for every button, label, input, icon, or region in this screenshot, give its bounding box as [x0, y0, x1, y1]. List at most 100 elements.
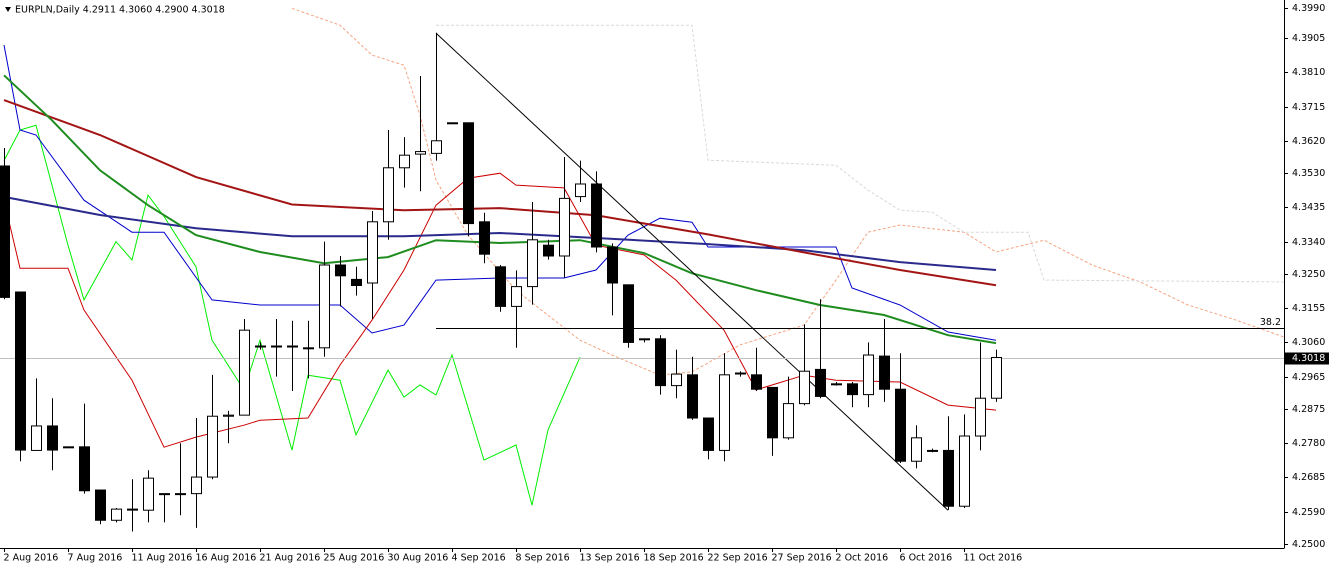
candle-body: [63, 446, 74, 449]
candle-body: [287, 345, 298, 348]
y-tick-label: 4.2780: [1292, 438, 1325, 449]
candle-body: [559, 197, 570, 257]
last-price-label: 4.3018: [1292, 353, 1325, 364]
fib-level-label: 38.2: [1260, 317, 1281, 328]
x-tick-label: 6 Oct 2016: [900, 553, 953, 564]
x-tick-label: 22 Sep 2016: [708, 553, 768, 564]
x-tick-label: 8 Sep 2016: [516, 553, 570, 564]
x-tick-label: 2 Oct 2016: [836, 553, 889, 564]
y-tick-label: 4.3715: [1292, 102, 1325, 113]
y-tick-label: 4.3990: [1292, 3, 1325, 14]
y-tick-label: 4.3620: [1292, 136, 1325, 147]
candle-body: [79, 446, 90, 492]
y-tick-label: 4.3530: [1292, 168, 1325, 179]
candle-body: [95, 489, 106, 521]
candle-body: [815, 368, 826, 397]
candle-body: [735, 372, 746, 375]
x-tick-label: 25 Aug 2016: [324, 553, 385, 564]
candle-body: [799, 370, 810, 405]
x-tick-label: 4 Sep 2016: [452, 553, 506, 564]
candle-body: [831, 383, 842, 386]
x-tick-label: 21 Aug 2016: [260, 553, 321, 564]
plot-area: [0, 7, 1285, 532]
candle-body: [927, 449, 938, 452]
candle-body: [351, 278, 362, 287]
candle-body: [127, 508, 138, 511]
indicator-line: [3, 74, 997, 345]
candle-body: [847, 383, 858, 396]
candle-body: [703, 417, 714, 451]
candle-body: [991, 357, 1002, 399]
candle-body: [303, 347, 314, 350]
indicator-line: [3, 124, 581, 506]
x-tick-label: 11 Aug 2016: [132, 553, 193, 564]
candle-body: [911, 437, 922, 462]
candle-body: [271, 345, 282, 348]
candle-body: [143, 477, 154, 511]
y-tick-label: 4.2875: [1292, 404, 1325, 415]
candle-body: [719, 374, 730, 451]
y-tick-label: 4.2590: [1292, 507, 1325, 518]
y-tick-label: 4.3155: [1292, 303, 1325, 314]
candle-body: [0, 165, 10, 298]
candle-body: [623, 284, 634, 343]
candle-body: [463, 122, 474, 225]
candle-body: [31, 425, 42, 451]
y-tick-label: 4.3250: [1292, 269, 1325, 280]
x-tick-label: 30 Aug 2016: [388, 553, 449, 564]
candle-body: [671, 373, 682, 387]
indicator-line: [3, 99, 997, 287]
indicator-line: [436, 24, 1285, 283]
candle-body: [943, 449, 954, 507]
y-tick-label: 4.2965: [1292, 372, 1325, 383]
indicator-line: [435, 32, 949, 511]
candle-body: [895, 388, 906, 462]
y-tick-label: 4.3435: [1292, 202, 1325, 213]
candle-body: [15, 291, 26, 451]
last-price-box: [1284, 352, 1329, 365]
candle-body: [111, 508, 122, 521]
y-tick-label: 4.3905: [1292, 33, 1325, 44]
candle-body: [879, 355, 890, 390]
candle-body: [319, 264, 330, 349]
candle-body: [239, 329, 250, 416]
x-tick-label: 16 Aug 2016: [196, 553, 257, 564]
x-tick-label: 7 Aug 2016: [68, 553, 123, 564]
candle-body: [655, 338, 666, 387]
candle-body: [207, 415, 218, 478]
candle-body: [383, 167, 394, 223]
candle-body: [751, 374, 762, 390]
x-tick-label: 2 Aug 2016: [4, 553, 59, 564]
candle-body: [159, 493, 170, 496]
candle-body: [431, 140, 442, 154]
candle-body: [175, 493, 186, 496]
candle-body: [687, 374, 698, 419]
candle-body: [47, 425, 58, 451]
candle-body: [399, 154, 410, 169]
x-tick-label: 27 Sep 2016: [772, 553, 832, 564]
header-marker: [5, 7, 11, 12]
x-tick-label: 13 Sep 2016: [580, 553, 640, 564]
candle-body: [527, 239, 538, 288]
indicator-line: [3, 44, 997, 341]
candle-body: [575, 183, 586, 198]
candle-body: [607, 246, 618, 284]
y-tick-label: 4.3810: [1292, 67, 1325, 78]
candle-body: [543, 244, 554, 257]
candle-body: [223, 414, 234, 417]
candle-body: [255, 345, 266, 348]
candle-body: [639, 338, 650, 341]
candle-body: [367, 221, 378, 284]
indicator-line: [3, 195, 997, 271]
candle-body: [447, 122, 458, 125]
x-tick-label: 18 Sep 2016: [644, 553, 704, 564]
y-tick-label: 4.2500: [1292, 539, 1325, 550]
candle-body: [495, 266, 506, 307]
y-tick-label: 4.3340: [1292, 237, 1325, 248]
candle-body: [191, 476, 202, 495]
candle-body: [335, 264, 346, 277]
candle-body: [863, 354, 874, 396]
